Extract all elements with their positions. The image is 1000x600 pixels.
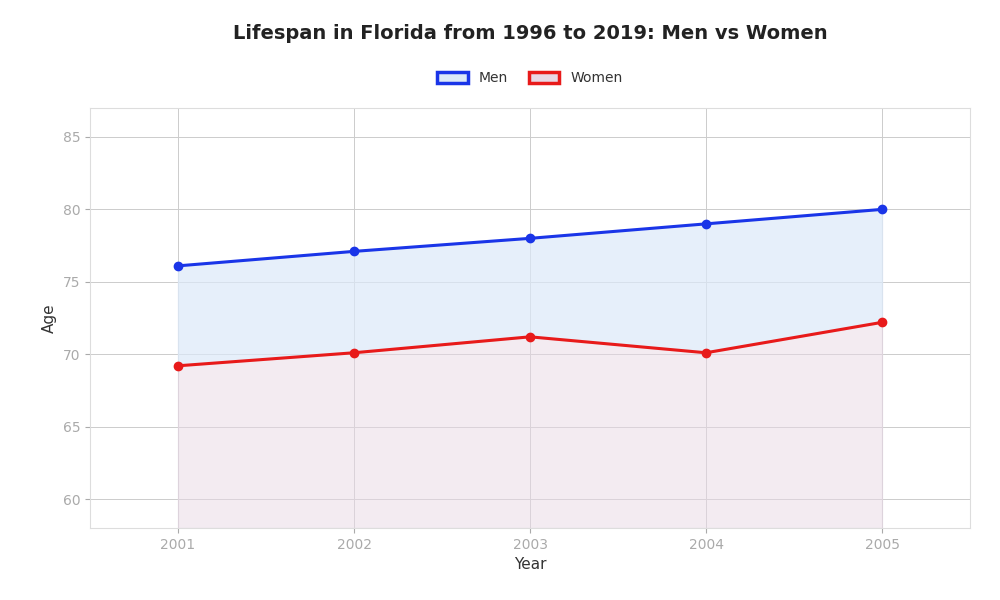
Legend: Men, Women: Men, Women xyxy=(430,65,630,92)
Title: Lifespan in Florida from 1996 to 2019: Men vs Women: Lifespan in Florida from 1996 to 2019: M… xyxy=(233,23,827,43)
X-axis label: Year: Year xyxy=(514,557,546,572)
Y-axis label: Age: Age xyxy=(42,303,57,333)
